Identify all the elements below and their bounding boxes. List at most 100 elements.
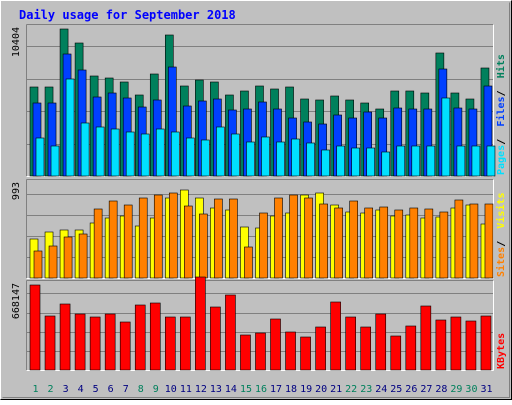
x-tick-label: 28	[435, 384, 447, 395]
panel-legend: KBytes	[496, 333, 507, 369]
bar-pages	[186, 137, 195, 177]
legend-files: Files	[495, 96, 507, 126]
legend-hits: Hits	[495, 54, 507, 78]
bar-sites	[319, 203, 328, 279]
bar-pages	[246, 141, 255, 177]
bar-sites	[409, 207, 419, 279]
bar-kbytes	[420, 305, 432, 371]
bar-pages	[231, 133, 240, 177]
bar-kbytes	[210, 306, 221, 371]
x-tick-label: 30	[465, 384, 477, 395]
bar-sites	[123, 204, 133, 279]
bar-sites	[93, 208, 103, 279]
x-tick-label: 19	[300, 384, 312, 395]
bar-sites	[259, 212, 268, 279]
x-tick-label: 13	[210, 384, 222, 395]
x-tick-label: 20	[315, 384, 327, 395]
bar-sites	[108, 200, 118, 279]
y-axis-max-label: 993	[11, 182, 22, 200]
x-tick-label: 21	[330, 384, 342, 395]
bar-kbytes	[29, 284, 41, 371]
x-tick-label: 1	[33, 384, 39, 395]
bar-sites	[484, 203, 494, 279]
bar-kbytes	[104, 313, 116, 371]
bar-kbytes	[480, 315, 492, 371]
bar-kbytes	[345, 316, 356, 371]
legend-separator: /	[496, 139, 507, 145]
bar-kbytes	[270, 318, 281, 371]
bar-kbytes	[405, 325, 417, 371]
bar-pages	[110, 128, 120, 177]
bar-pages	[261, 136, 270, 177]
bar-sites	[78, 233, 88, 279]
y-axis-max-label: 10404	[11, 27, 22, 57]
chart-title: Daily usage for September 2018	[19, 8, 236, 22]
bar-pages	[321, 149, 330, 177]
x-tick-label: 24	[375, 384, 387, 395]
bar-pages	[351, 147, 360, 177]
bar-kbytes	[315, 326, 326, 371]
bar-kbytes	[465, 320, 477, 371]
panel-legend: Sites / Visits	[495, 192, 507, 277]
x-tick-label: 15	[240, 384, 252, 395]
x-tick-label: 25	[390, 384, 402, 395]
bar-pages	[95, 126, 105, 177]
legend-sites: Sites	[495, 247, 507, 277]
bar-pages	[155, 128, 165, 177]
bar-kbytes	[390, 335, 402, 371]
x-tick-label: 31	[480, 384, 492, 395]
bar-sites	[184, 205, 193, 279]
bar-sites	[199, 213, 208, 279]
bar-pages	[80, 122, 90, 177]
bar-kbytes	[59, 303, 71, 371]
bar-kbytes	[225, 294, 236, 371]
bar-kbytes	[134, 304, 146, 371]
x-tick-label: 2	[48, 384, 54, 395]
x-tick-label: 7	[123, 384, 129, 395]
x-tick-label: 17	[270, 384, 282, 395]
bar-pages	[381, 151, 391, 177]
legend-visits: Visits	[495, 192, 507, 228]
bar-kbytes	[149, 302, 161, 371]
bar-sites	[229, 198, 238, 279]
bar-sites	[379, 206, 389, 279]
bar-kbytes	[44, 315, 56, 371]
bar-pages	[216, 126, 225, 177]
bar-kbytes	[330, 301, 341, 371]
bar-sites	[274, 197, 283, 279]
x-tick-label: 26	[405, 384, 417, 395]
bar-sites	[364, 207, 374, 279]
bar-pages	[366, 147, 376, 177]
bar-sites	[424, 208, 434, 279]
bar-pages	[456, 145, 466, 177]
bar-pages	[201, 139, 210, 177]
bar-pages	[140, 133, 150, 177]
bar-sites	[168, 192, 178, 279]
bar-kbytes	[360, 326, 372, 371]
panel-legend: Pages / Files / Hits	[495, 54, 507, 175]
x-tick-label: 10	[165, 384, 177, 395]
bar-kbytes	[450, 316, 462, 371]
bar-pages	[411, 145, 421, 177]
x-tick-label: 16	[255, 384, 267, 395]
x-tick-label: 14	[225, 384, 237, 395]
bar-kbytes	[74, 313, 86, 371]
bar-sites	[349, 200, 358, 279]
bar-kbytes	[180, 316, 191, 371]
x-tick-label: 5	[93, 384, 99, 395]
legend-pages: Pages	[496, 145, 507, 175]
x-tick-label: 27	[420, 384, 432, 395]
bar-kbytes	[89, 316, 101, 371]
bar-sites	[304, 197, 313, 279]
bar-pages	[441, 97, 451, 177]
bar-pages	[125, 131, 135, 177]
x-tick-label: 4	[78, 384, 84, 395]
x-tick-label: 11	[180, 384, 192, 395]
bar-sites	[454, 199, 464, 279]
bar-sites	[334, 207, 343, 279]
bar-sites	[244, 246, 253, 279]
bar-sites	[469, 203, 479, 279]
